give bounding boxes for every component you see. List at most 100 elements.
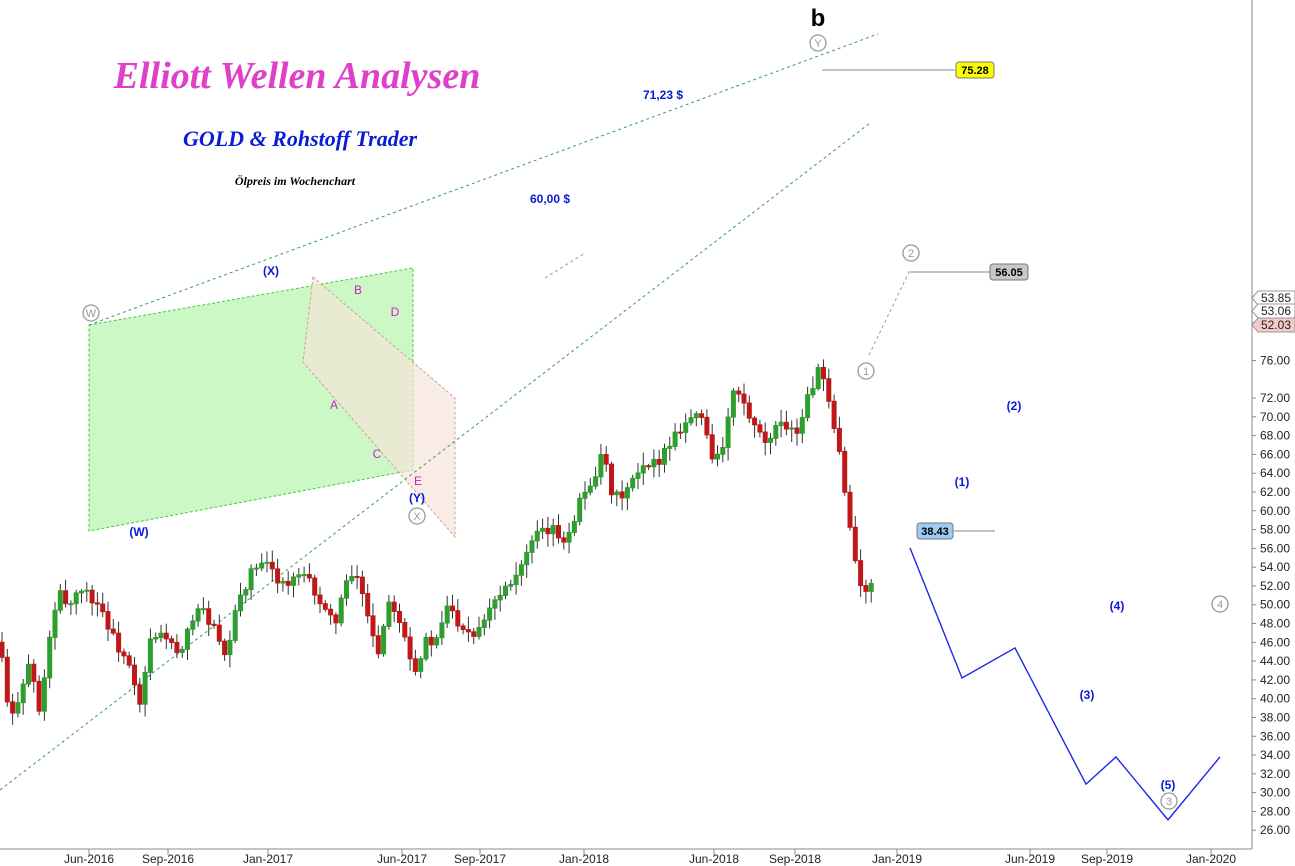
candle-body: [94, 602, 100, 605]
candle: [105, 601, 111, 642]
candle-body: [296, 574, 302, 578]
candle-body: [227, 639, 233, 656]
y-tick-label: 26.00: [1260, 823, 1290, 837]
candle: [561, 531, 567, 550]
candle-body: [359, 576, 365, 595]
candle-body: [672, 431, 678, 447]
svg-text:X: X: [413, 511, 421, 523]
candle-body: [57, 590, 63, 611]
candle: [534, 520, 540, 549]
candle: [200, 597, 206, 615]
candle-body: [253, 567, 259, 570]
candle: [423, 632, 429, 662]
candle: [492, 595, 498, 620]
price-annotation-71: 71,23 $: [643, 88, 683, 102]
candle: [126, 651, 132, 669]
candle-body: [593, 476, 599, 487]
candle-body: [397, 610, 402, 623]
candle-body: [344, 580, 349, 599]
candle-body: [815, 366, 821, 390]
candle-body: [487, 607, 493, 621]
candle-body: [238, 594, 243, 612]
candle: [137, 677, 143, 713]
candle-body: [746, 402, 752, 419]
level-box-56: [989, 263, 1029, 281]
candle: [730, 388, 736, 426]
candle: [121, 648, 127, 665]
candle: [36, 675, 42, 716]
candle: [322, 600, 328, 612]
candle-body: [349, 576, 355, 582]
candle-body: [863, 585, 869, 592]
candle-body: [434, 637, 440, 646]
candle: [84, 582, 90, 602]
svg-text:1: 1: [863, 366, 869, 378]
candle-body: [836, 427, 842, 452]
candle: [672, 423, 678, 451]
candle-body: [460, 625, 466, 631]
x-tick-label: Jun-2019: [1005, 852, 1055, 866]
candle: [826, 368, 832, 409]
candle: [238, 582, 243, 617]
candle-body: [47, 636, 53, 679]
candle: [741, 383, 747, 416]
candle: [619, 480, 625, 511]
y-tick-label: 42.00: [1260, 673, 1290, 687]
candle: [450, 594, 455, 619]
candle-body: [556, 525, 561, 539]
candle: [142, 666, 148, 717]
candle: [94, 592, 100, 617]
candle-body: [439, 622, 445, 639]
price-tag-text: 52.03: [1261, 318, 1291, 332]
candle-body: [640, 465, 646, 474]
candle: [688, 409, 694, 426]
candle: [439, 610, 445, 645]
candle-body: [752, 417, 758, 426]
y-tick-label: 36.00: [1260, 729, 1290, 743]
candle-body: [497, 594, 503, 601]
level-box-56-text: 56.05: [995, 267, 1023, 279]
candle: [550, 518, 556, 547]
candle: [704, 409, 710, 440]
candle-body: [693, 413, 699, 419]
chart-description: Ölpreis im Wochenchart: [235, 174, 356, 188]
level-box-38: [916, 522, 954, 540]
candle-body: [481, 619, 487, 629]
candle: [709, 423, 715, 464]
circle-label-2: 2: [902, 244, 920, 262]
candle: [412, 649, 418, 676]
candle-body: [381, 625, 387, 655]
candle: [132, 656, 137, 696]
candle: [614, 489, 620, 507]
y-tick-label: 76.00: [1260, 353, 1290, 367]
candle: [41, 669, 47, 721]
gray-trend-2: [868, 269, 911, 356]
candle: [206, 600, 212, 637]
candle: [640, 452, 646, 485]
y-tick-label: 62.00: [1260, 485, 1290, 499]
candle-body: [423, 636, 429, 660]
x-tick-label: Jan-2020: [1186, 852, 1236, 866]
candle-body: [317, 594, 323, 605]
candle: [57, 583, 63, 614]
candle: [847, 484, 853, 531]
candle-body: [31, 663, 37, 682]
candle: [402, 618, 408, 642]
circle-label-y: Y: [809, 34, 827, 52]
candle-body: [79, 590, 84, 594]
candle: [810, 376, 816, 398]
candle: [768, 432, 773, 455]
candle-body: [662, 447, 667, 465]
candle-body: [831, 400, 837, 429]
candle: [0, 632, 5, 663]
candle-body: [709, 434, 715, 460]
candle-body: [614, 491, 620, 496]
candle: [79, 589, 84, 604]
candle: [524, 544, 530, 578]
candle: [508, 579, 514, 591]
candle-body: [63, 590, 69, 605]
candle: [253, 563, 259, 577]
forecast-line: [909, 547, 1221, 821]
candle-body: [805, 394, 811, 419]
candle: [375, 625, 381, 659]
